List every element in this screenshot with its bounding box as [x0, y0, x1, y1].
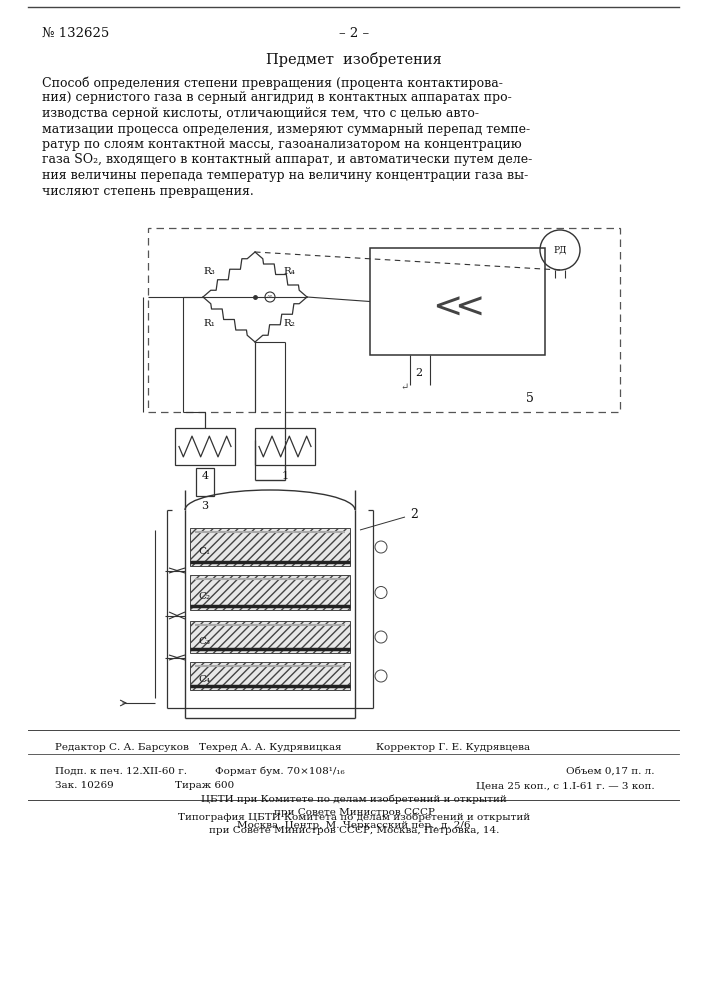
Text: 3: 3 [201, 501, 209, 511]
Text: Тираж 600: Тираж 600 [175, 781, 234, 790]
Text: Цена 25 коп., с 1.І-61 г. — 3 коп.: Цена 25 коп., с 1.І-61 г. — 3 коп. [477, 781, 655, 790]
Bar [175, 428, 235, 465]
Text: C₂: C₂ [198, 592, 210, 601]
Bar [148, 228, 620, 412]
Text: 2: 2 [416, 368, 423, 378]
Bar [190, 621, 350, 653]
Text: Техред А. А. Кудрявицкая: Техред А. А. Кудрявицкая [199, 743, 341, 752]
Bar [196, 468, 214, 496]
Text: Способ определения степени превращения (процента контактирова-: Способ определения степени превращения (… [42, 76, 503, 90]
Text: при Совете Министров СССР: при Совете Министров СССР [274, 808, 434, 817]
Text: R₁: R₁ [203, 318, 215, 328]
Bar [190, 528, 350, 566]
Text: C₄: C₄ [198, 676, 210, 684]
Text: R₂: R₂ [283, 318, 295, 328]
Text: <: < [455, 290, 485, 324]
Text: Корректор Г. Е. Кудрявцева: Корректор Г. Е. Кудрявцева [376, 743, 530, 752]
Text: РД: РД [554, 245, 567, 254]
Text: ратур по слоям контактной массы, газоанализатором на концентрацию: ратур по слоям контактной массы, газоана… [42, 138, 522, 151]
Text: Подп. к печ. 12.ХІІ-60 г.: Подп. к печ. 12.ХІІ-60 г. [55, 767, 187, 776]
Bar [190, 662, 350, 690]
Bar [370, 248, 545, 355]
Text: 1: 1 [281, 471, 288, 481]
Text: C₁: C₁ [198, 546, 210, 556]
Text: Формат бум. 70×108¹/₁₆: Формат бум. 70×108¹/₁₆ [215, 767, 345, 776]
Text: 4: 4 [201, 471, 209, 481]
Text: 5: 5 [526, 391, 534, 404]
Text: Объем 0,17 п. л.: Объем 0,17 п. л. [566, 767, 655, 776]
Text: № 132625: № 132625 [42, 27, 110, 40]
Text: ЦБТИ при Комитете по делам изобретений и открытий: ЦБТИ при Комитете по делам изобретений и… [201, 795, 507, 804]
Text: ∞: ∞ [266, 293, 272, 301]
Text: Типография ЦБТИ Комитета по делам изобретений и открытий: Типография ЦБТИ Комитета по делам изобре… [178, 813, 530, 822]
Text: R₃: R₃ [203, 266, 215, 275]
Text: 2: 2 [410, 508, 418, 522]
Text: R₄: R₄ [283, 266, 295, 275]
Text: изводства серной кислоты, отличающийся тем, что с целью авто-: изводства серной кислоты, отличающийся т… [42, 107, 479, 120]
Text: ния величины перепада температур на величину концентрации газа вы-: ния величины перепада температур на вели… [42, 169, 528, 182]
Text: при Совете Министров СССР, Москва, Петровка, 14.: при Совете Министров СССР, Москва, Петро… [209, 826, 499, 835]
Text: газа SO₂, входящего в контактный аппарат, и автоматически путем деле-: газа SO₂, входящего в контактный аппарат… [42, 153, 532, 166]
Text: ния) сернистого газа в серный ангидрид в контактных аппаратах про-: ния) сернистого газа в серный ангидрид в… [42, 92, 512, 104]
Text: Предмет  изобретения: Предмет изобретения [266, 52, 442, 67]
Bar [190, 575, 350, 610]
Bar [255, 428, 315, 465]
Text: – 2 –: – 2 – [339, 27, 369, 40]
Text: Москва, Центр, М. Черкасский пер., д. 2/6: Москва, Центр, М. Черкасский пер., д. 2/… [238, 821, 471, 830]
Text: ↵: ↵ [400, 383, 408, 392]
Text: Зак. 10269: Зак. 10269 [55, 781, 114, 790]
Text: числяют степень превращения.: числяют степень превращения. [42, 184, 254, 198]
Text: <: < [432, 290, 462, 324]
Text: матизации процесса определения, измеряют суммарный перепад темпе-: матизации процесса определения, измеряют… [42, 122, 530, 135]
Text: C₃: C₃ [198, 637, 210, 646]
Text: Редактор С. А. Барсуков: Редактор С. А. Барсуков [55, 743, 189, 752]
